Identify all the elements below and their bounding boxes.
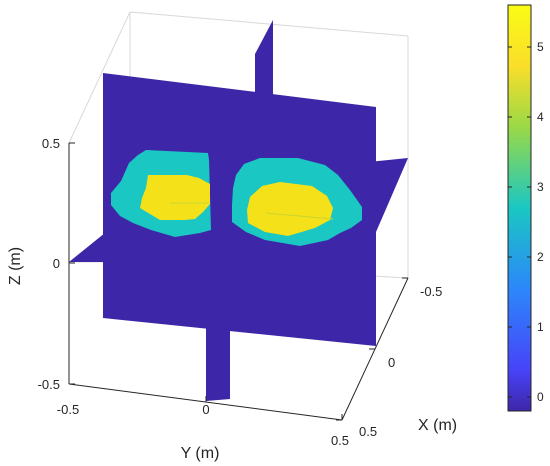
axis-edge — [68, 11, 131, 144]
colorbar-tick-label: 1 — [537, 320, 544, 334]
y-tick-label: 0.5 — [331, 433, 349, 448]
colorbar-tick-label: 4 — [537, 110, 544, 124]
x-axis-label: X (m) — [418, 417, 457, 434]
x-tick-label: -0.5 — [420, 284, 442, 299]
colorbar-ticks: 0 1 2 3 4 5 — [508, 40, 544, 404]
y-tick-label: 0 — [202, 402, 209, 417]
slice-plane-y0-lower — [206, 300, 230, 401]
x-ticks — [336, 277, 408, 421]
z-axis-label: Z (m) — [7, 247, 24, 285]
region-left-inner — [140, 175, 210, 220]
z-tick-label: 0 — [53, 256, 60, 271]
z-ticks — [69, 142, 75, 385]
seam-right — [265, 212, 334, 220]
y-tick-label: -0.5 — [57, 402, 79, 417]
colorbar-tick-label: 3 — [537, 180, 544, 194]
y-axis-label: Y (m) — [181, 445, 220, 462]
region-right-inner — [247, 182, 333, 236]
z-tick-label: 0.5 — [42, 136, 60, 151]
x-tick-label: 0.5 — [359, 424, 377, 439]
z-tick-label: -0.5 — [38, 377, 60, 392]
x-tick-label: 0 — [388, 355, 395, 370]
colorbar — [507, 4, 532, 412]
axis-edge — [129, 11, 409, 37]
y-ticks — [68, 378, 343, 420]
colorbar-tick-label: 2 — [537, 250, 544, 264]
colorbar-tick-label: 5 — [537, 40, 544, 54]
colorbar-tick-label: 0 — [537, 390, 544, 404]
